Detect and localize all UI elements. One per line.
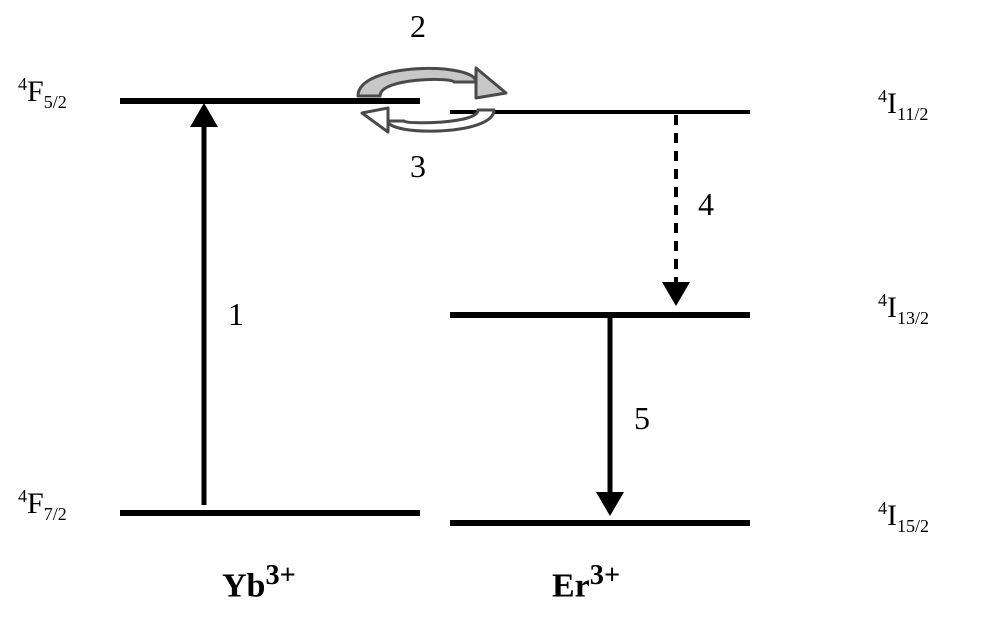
- level-yb_F52: [120, 98, 420, 104]
- transfer-arrow-head-2: [476, 68, 506, 98]
- arrow-label-1: 1: [228, 296, 244, 333]
- level-er_I132: [450, 312, 750, 318]
- diagram-stage: 4F5/2 4F7/2 4I11/2 4I13/2 4I15/2 Yb3+ Er3+ 1 4 5 2…: [0, 0, 1000, 619]
- transfer-label-2: 2: [410, 8, 426, 45]
- arrow-label-4: 4: [698, 186, 714, 223]
- level-er_I112: [450, 110, 750, 114]
- ion-label-yb: Yb3+: [222, 560, 296, 605]
- transfer-label-3: 3: [410, 148, 426, 185]
- level-yb_F72: [120, 510, 420, 516]
- transfer-arrow-2: [358, 68, 476, 96]
- ion-label-er: Er3+: [552, 560, 620, 605]
- arrow-head-4: [662, 282, 690, 306]
- level-label-yb_F52: 4F5/2: [18, 74, 67, 113]
- arrow-label-5: 5: [634, 400, 650, 437]
- level-label-yb_F72: 4F7/2: [18, 486, 67, 525]
- arrow-head-5: [596, 492, 624, 516]
- level-label-er_I152: 4I15/2: [878, 498, 929, 537]
- level-label-er_I112: 4I11/2: [878, 86, 928, 125]
- level-label-er_I132: 4I13/2: [878, 290, 929, 329]
- level-er_I152: [450, 520, 750, 526]
- transfer-arrow-head-3: [362, 108, 388, 132]
- arrow-head-1: [190, 103, 218, 127]
